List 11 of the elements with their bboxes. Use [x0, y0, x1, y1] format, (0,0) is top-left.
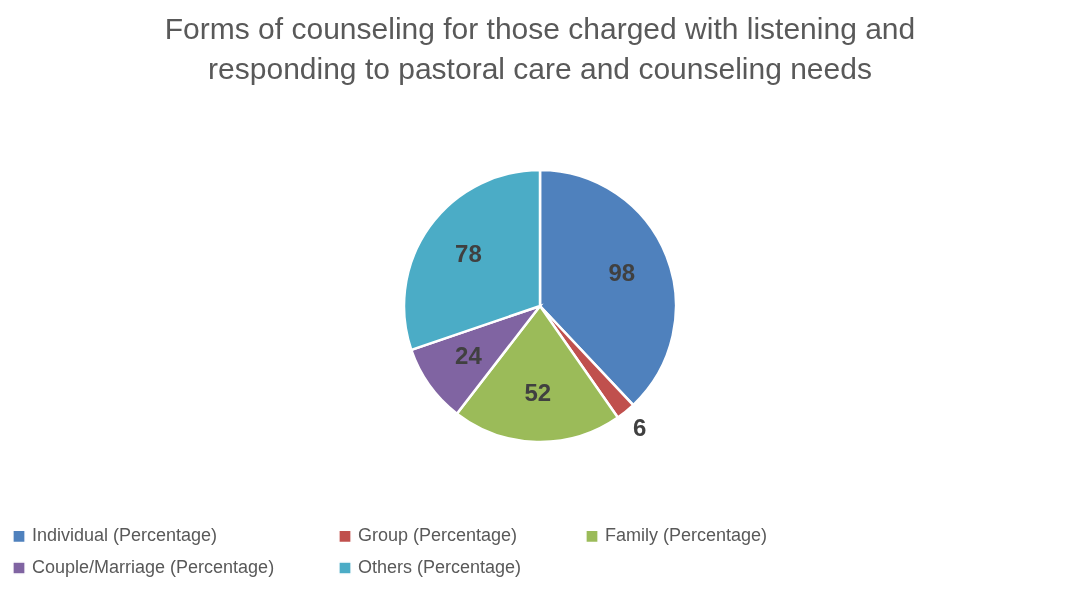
legend-label: Others (Percentage)	[358, 557, 522, 577]
data-label: 6	[632, 413, 647, 441]
legend-label: Group (Percentage)	[358, 525, 518, 546]
data-label: 78	[455, 239, 482, 267]
legend-label: Family (Percentage)	[605, 525, 768, 546]
data-label: 98	[608, 258, 636, 286]
legend-label: Couple/Marriage (Percentage)	[32, 557, 275, 577]
data-label: 24	[455, 342, 483, 370]
data-label: 52	[524, 378, 552, 406]
chart-title: Forms of counseling for those charged with listening and responding to pastoral care and counseling needs	[164, 12, 916, 85]
legend-label: Individual (Percentage)	[32, 525, 218, 546]
